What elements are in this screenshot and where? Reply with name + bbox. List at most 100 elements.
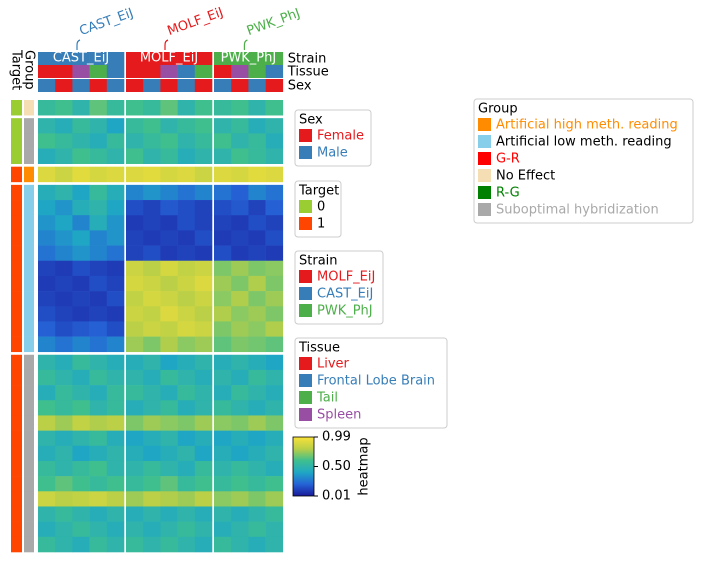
heatmap-cell (194, 321, 213, 337)
heatmap-cell (89, 245, 108, 262)
heatmap-cell (177, 430, 196, 447)
heatmap-cell (265, 369, 284, 386)
heatmap-cell (248, 491, 266, 507)
heatmap-cell (194, 166, 213, 183)
heatmap-cell (106, 521, 125, 538)
heatmap-cell (55, 415, 73, 431)
legend-swatch (299, 408, 312, 421)
sex-annotation (38, 79, 56, 92)
heatmap-cell (194, 184, 213, 201)
tissue-annotation (143, 65, 161, 78)
tissue-annotation (214, 65, 232, 78)
legend-swatch (299, 217, 312, 230)
heatmap-cell (194, 369, 213, 386)
heatmap-cell (177, 415, 196, 431)
target-annotation (11, 506, 22, 522)
heatmap-cell (248, 184, 266, 201)
heatmap-cell (72, 275, 90, 292)
heatmap-cell (177, 245, 196, 262)
tissue-annotation (160, 65, 178, 78)
heatmap-cell (38, 291, 56, 307)
heatmap-cell (160, 415, 178, 431)
heatmap-cell (177, 230, 196, 246)
heatmap-cell (72, 385, 90, 401)
heatmap-cell (89, 133, 108, 149)
heatmap-cell (177, 460, 196, 477)
legend-swatch (299, 304, 312, 317)
heatmap-cell (248, 215, 266, 231)
strain-annotation (106, 52, 125, 65)
heatmap-cell (214, 200, 232, 216)
target-annotation (11, 100, 22, 116)
heatmap-cell (265, 184, 284, 201)
heatmap-cell (160, 184, 178, 201)
colorbar-tick-label: 0.01 (322, 489, 351, 504)
heatmap-cell (177, 336, 196, 353)
heatmap-cell (143, 354, 161, 371)
heatmap-cell (214, 430, 232, 447)
heatmap-cell (214, 184, 232, 201)
heatmap-cell (55, 430, 73, 447)
heatmap-cell (143, 445, 161, 462)
heatmap-cell (106, 460, 125, 477)
heatmap-cell (160, 369, 178, 386)
heatmap-cell (160, 215, 178, 231)
heatmap-cell (89, 430, 108, 447)
heatmap-cell (72, 291, 90, 307)
heatmap-cell (72, 521, 90, 538)
heatmap-cell (38, 415, 56, 431)
heatmap-cell (248, 148, 266, 164)
group-annotation (24, 306, 34, 322)
heatmap-cell (231, 385, 249, 401)
colorbar-tick-label: 0.50 (322, 459, 351, 474)
group-annotation (24, 291, 34, 307)
strain-annotation (55, 52, 73, 65)
legend-swatch (299, 374, 312, 387)
heatmap-cell (55, 369, 73, 386)
heatmap-cell (72, 184, 90, 201)
heatmap-cell (106, 260, 125, 277)
legend-label: Female (317, 129, 364, 144)
legend-label: MOLF_EiJ (317, 270, 375, 285)
heatmap-cell (106, 215, 125, 231)
heatmap-cell (89, 230, 108, 246)
heatmap-cell (55, 491, 73, 507)
heatmap-cell (160, 133, 178, 149)
heatmap-cell (194, 430, 213, 447)
heatmap-cell (194, 291, 213, 307)
sex-annotation (177, 79, 196, 92)
heatmap-cell (177, 521, 196, 538)
heatmap-cell (177, 306, 196, 322)
legend-swatch (478, 186, 491, 199)
column-group-label: MOLF_EiJ (165, 5, 225, 39)
group-annotation (24, 321, 34, 337)
sex-annotation (194, 79, 213, 92)
heatmap-cell (89, 336, 108, 353)
heatmap-cell (38, 536, 56, 553)
heatmap-cell (231, 506, 249, 522)
sex-annotation (231, 79, 249, 92)
group-annotation (24, 400, 34, 416)
heatmap-cell (160, 291, 178, 307)
heatmap-cell (72, 166, 90, 183)
heatmap-cell (265, 476, 284, 492)
heatmap-cell (106, 133, 125, 149)
legend-box (294, 109, 372, 167)
heatmap-cell (72, 245, 90, 262)
heatmap-cell (143, 215, 161, 231)
heatmap-cell (231, 491, 249, 507)
heatmap-cell (106, 275, 125, 292)
heatmap-cell (143, 476, 161, 492)
heatmap-cell (231, 215, 249, 231)
target-annotation (11, 275, 22, 292)
heatmap-cell (248, 506, 266, 522)
legend-swatch (478, 152, 491, 165)
heatmap-cell (160, 148, 178, 164)
group-annotation (24, 100, 34, 116)
heatmap-cell (160, 476, 178, 492)
legend-title: Group (478, 102, 518, 117)
strain-annotation (126, 52, 144, 65)
tissue-annotation (72, 65, 90, 78)
heatmap-cell (106, 385, 125, 401)
heatmap-cell (214, 230, 232, 246)
